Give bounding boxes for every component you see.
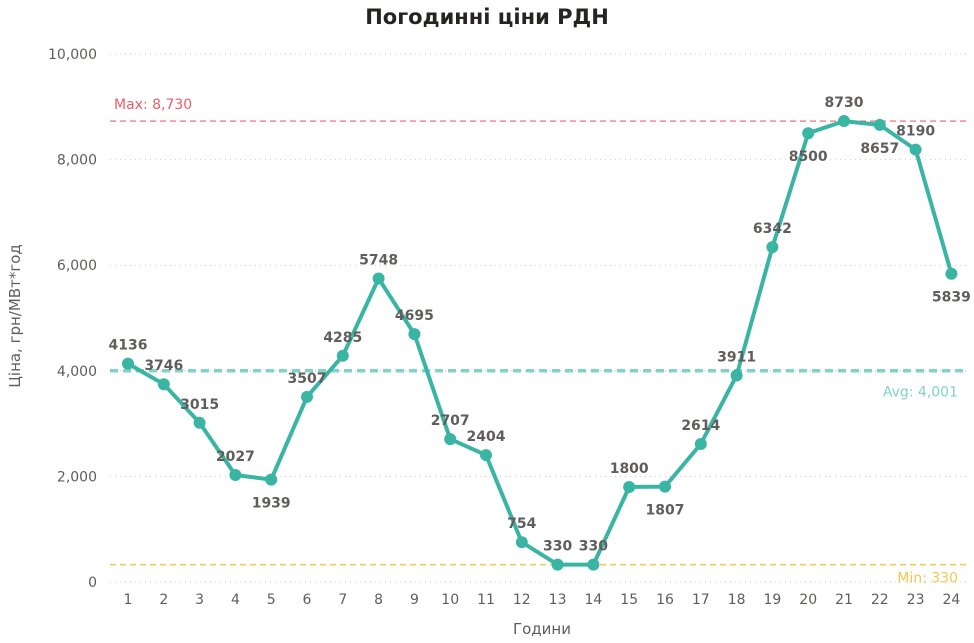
grid-layer — [110, 53, 966, 583]
reference-line-label: Max: 8,730 — [114, 97, 192, 113]
data-label: 4285 — [323, 330, 362, 346]
x-tick-label: 8 — [374, 592, 383, 608]
reference-line-label: Min: 330 — [897, 571, 958, 587]
data-label: 330 — [579, 539, 608, 555]
data-point — [408, 328, 421, 341]
data-point — [193, 416, 206, 429]
data-label: 8500 — [789, 149, 828, 165]
data-point — [659, 480, 671, 493]
data-label: 3015 — [180, 397, 219, 413]
x-tick-label: 11 — [477, 592, 495, 608]
x-tick-label: 21 — [835, 592, 853, 608]
x-tick-label: 18 — [728, 592, 746, 608]
data-point — [336, 349, 349, 362]
x-tick-label: 12 — [513, 592, 531, 608]
x-tick-label: 5 — [267, 592, 276, 608]
data-label: 2404 — [467, 429, 506, 445]
data-point — [838, 115, 850, 128]
data-label: 8730 — [825, 95, 864, 111]
data-label: 2027 — [216, 449, 255, 465]
data-label: 1939 — [252, 496, 291, 512]
y-tick-label: 6,000 — [57, 258, 97, 274]
data-point — [265, 473, 278, 486]
data-label: 8190 — [896, 124, 935, 140]
data-label: 1807 — [646, 503, 685, 519]
y-tick-label: 10,000 — [48, 47, 97, 63]
x-tick-label: 4 — [231, 592, 240, 608]
data-point — [945, 267, 958, 280]
x-tick-label: 7 — [338, 592, 347, 608]
x-tick-label: 20 — [799, 592, 817, 608]
data-point — [444, 433, 457, 446]
x-tick-label: 24 — [942, 592, 960, 608]
x-tick-label: 14 — [584, 592, 602, 608]
x-tick-label: 15 — [620, 592, 638, 608]
data-label: 1800 — [610, 461, 649, 477]
data-label: 330 — [543, 539, 572, 555]
x-axis-ticks: 1 2 3 4 5 6 7 8 9 10 11 12 13 14 15 16 17 18 19 20 21 22 23 24 — [124, 592, 961, 608]
data-point — [694, 437, 707, 450]
data-label: 4695 — [395, 308, 434, 324]
x-tick-label: 3 — [195, 592, 204, 608]
data-label: 3507 — [288, 371, 327, 387]
x-tick-label: 22 — [871, 592, 889, 608]
data-label: 4136 — [109, 338, 148, 354]
data-label: 3746 — [144, 358, 183, 374]
data-point — [515, 536, 528, 549]
y-tick-label: 4,000 — [57, 364, 97, 380]
data-point — [730, 369, 743, 382]
data-point — [372, 272, 385, 285]
data-point — [157, 378, 170, 391]
data-label: 5748 — [359, 253, 398, 269]
y-tick-label: 2,000 — [57, 469, 97, 485]
y-tick-label: 8,000 — [57, 153, 97, 169]
x-tick-label: 19 — [763, 592, 781, 608]
chart-title: Погодинні ціни РДН — [365, 5, 609, 29]
data-point — [909, 143, 922, 156]
x-tick-label: 13 — [549, 592, 567, 608]
data-point — [802, 127, 815, 140]
x-tick-label: 9 — [410, 592, 419, 608]
data-point — [229, 468, 242, 481]
data-label: 2707 — [431, 413, 470, 429]
x-tick-label: 2 — [159, 592, 168, 608]
data-point — [587, 558, 600, 571]
data-label: 3911 — [717, 349, 756, 365]
x-tick-label: 1 — [124, 592, 133, 608]
data-point — [551, 558, 564, 571]
series-layer — [122, 115, 958, 571]
x-tick-label: 23 — [907, 592, 925, 608]
data-point — [122, 357, 134, 370]
data-point — [873, 118, 886, 131]
x-tick-label: 10 — [441, 592, 459, 608]
data-label: 6342 — [753, 221, 792, 237]
data-labels: 4136 3746 3015 2027 1939 3507 4285 5748 4695 2707… — [109, 95, 971, 555]
y-axis-ticks: 0 2,000 4,000 6,000 8,000 10,000 — [48, 47, 97, 591]
data-label: 8657 — [860, 141, 899, 157]
reference-lines: Max: 8,730 Avg: 4,001 Min: 330 — [110, 97, 966, 587]
data-point — [480, 449, 492, 462]
reference-line-label: Avg: 4,001 — [883, 385, 958, 401]
x-axis-title: Години — [513, 620, 571, 638]
x-tick-label: 17 — [692, 592, 710, 608]
data-point — [623, 480, 636, 493]
data-label: 754 — [507, 516, 536, 532]
series-line — [126, 119, 954, 567]
data-label: 2614 — [681, 418, 720, 434]
data-point — [301, 390, 313, 403]
x-tick-label: 6 — [303, 592, 312, 608]
y-axis-title: Ціна, грн/МВт*год — [6, 244, 24, 388]
y-tick-label: 0 — [88, 575, 97, 591]
data-label: 5839 — [932, 290, 971, 306]
x-tick-label: 16 — [656, 592, 674, 608]
data-point — [766, 241, 779, 254]
